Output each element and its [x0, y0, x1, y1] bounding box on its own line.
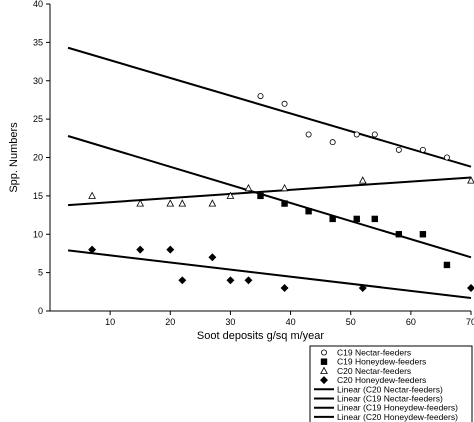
y-tick-label: 10 [33, 229, 43, 239]
data-points [88, 93, 474, 292]
point-c20-nectar-feeders [88, 191, 96, 199]
x-tick-label: 40 [286, 317, 296, 327]
y-tick-label: 40 [33, 0, 43, 9]
point-c19-nectar-feeders [395, 146, 402, 153]
legend-marker-swatch [320, 366, 328, 374]
y-tick-label: 30 [33, 76, 43, 86]
point-c19-nectar-feeders [257, 93, 264, 100]
legend-label: Linear (C19 Honeydew-feeders) [337, 403, 458, 413]
trendline-linear-c19-honeydew-feeders [67, 135, 472, 259]
point-c20-honeydew-feeders [467, 284, 474, 292]
legend-item-linear-c19-nectar-feeders: Linear (C19 Nectar-feeders) [314, 394, 443, 404]
x-tick-label: 50 [346, 317, 356, 327]
point-c20-nectar-feeders [136, 199, 145, 207]
legend-item-c20-honeydew-feeders: C20 Honeydew-feeders [320, 375, 426, 385]
point-c19-honeydew-feeders [419, 231, 427, 238]
point-c19-nectar-feeders [329, 139, 336, 146]
legend-item-c19-honeydew-feeders: C19 Honeydew-feeders [320, 357, 426, 367]
legend-label: C19 Nectar-feeders [337, 348, 411, 358]
x-tick-label: 70 [466, 317, 474, 327]
trendline-linear-c19-nectar-feeders [67, 46, 472, 168]
point-c20-honeydew-feeders [166, 245, 175, 254]
plot-area: 0 5 10 15 20 25 30 35 40 10 20 30 40 50 60 70 [33, 0, 474, 327]
legend-marker-swatch [320, 349, 327, 356]
x-tick-label: 30 [225, 317, 235, 327]
point-c19-nectar-feeders [353, 131, 360, 138]
point-c19-nectar-feeders [419, 146, 426, 153]
point-c20-nectar-feeders [280, 183, 289, 192]
point-c19-nectar-feeders [443, 154, 450, 161]
legend-marker-swatch [320, 358, 328, 365]
legend-label: Linear (C19 Nectar-feeders) [337, 394, 443, 404]
point-c20-nectar-feeders [178, 199, 187, 207]
point-c19-honeydew-feeders [371, 215, 378, 223]
y-tick-label: 35 [33, 37, 43, 47]
legend-marker-swatch [320, 376, 328, 385]
point-c20-honeydew-feeders [280, 284, 289, 292]
x-tick-label: 20 [165, 317, 175, 327]
point-c20-nectar-feeders [467, 176, 474, 184]
point-c19-honeydew-feeders [257, 192, 264, 200]
x-axis-title: Soot deposits g/sq m/year [197, 330, 325, 342]
y-tick-label: 20 [33, 153, 43, 163]
x-axis-ticks: 10 20 30 40 50 60 70 [105, 311, 474, 327]
point-c20-nectar-feeders [358, 176, 367, 184]
legend-label: Linear (C20 Honeydew-feeders) [337, 412, 458, 422]
x-tick-label: 60 [406, 317, 416, 327]
y-axis-ticks: 0 5 10 15 20 25 30 35 40 [33, 0, 50, 316]
trendline-linear-c20-nectar-feeders [67, 176, 472, 207]
point-c19-honeydew-feeders [395, 231, 403, 238]
legend-item-linear-c19-honeydew-feeders: Linear (C19 Honeydew-feeders) [314, 403, 458, 413]
y-axis-title: Spp. Numbers [8, 122, 20, 193]
point-c20-nectar-feeders [208, 199, 217, 207]
legend-item-linear-c20-nectar-feeders: Linear (C20 Nectar-feeders) [314, 384, 443, 394]
point-c19-honeydew-feeders [281, 200, 288, 207]
point-c20-nectar-feeders [226, 191, 235, 199]
point-c19-honeydew-feeders [329, 215, 336, 223]
y-tick-label: 5 [38, 268, 43, 278]
y-tick-label: 0 [38, 306, 43, 316]
x-tick-label: 10 [105, 317, 115, 327]
legend-label: C20 Honeydew-feeders [337, 375, 426, 385]
trendlines [67, 46, 472, 299]
legend-label: Linear (C20 Nectar-feeders) [337, 384, 443, 394]
legend-item-linear-c20-honeydew-feeders: Linear (C20 Honeydew-feeders) [314, 412, 458, 422]
point-c20-honeydew-feeders [226, 276, 235, 285]
point-c20-honeydew-feeders [244, 276, 253, 285]
point-c20-nectar-feeders [166, 199, 175, 207]
point-c19-honeydew-feeders [353, 215, 360, 223]
y-tick-label: 25 [33, 114, 43, 124]
point-c19-nectar-feeders [305, 131, 312, 138]
point-c19-honeydew-feeders [305, 208, 312, 215]
point-c19-honeydew-feeders [443, 261, 451, 269]
point-c19-nectar-feeders [281, 100, 288, 107]
point-c20-honeydew-feeders [178, 276, 187, 285]
point-c20-nectar-feeders [244, 183, 253, 192]
trendline-linear-c20-honeydew-feeders [67, 249, 472, 299]
point-c20-honeydew-feeders [208, 253, 217, 262]
y-tick-label: 15 [33, 191, 43, 201]
legend-label: C20 Nectar-feeders [337, 366, 411, 376]
point-c19-nectar-feeders [371, 131, 378, 138]
legend-label: C19 Honeydew-feeders [337, 357, 426, 367]
legend-box [309, 345, 473, 422]
point-c20-honeydew-feeders [88, 245, 97, 254]
point-c20-honeydew-feeders [136, 245, 145, 254]
legend-item-c19-nectar-feeders: C19 Nectar-feeders [320, 348, 411, 358]
legend-item-c20-nectar-feeders: C20 Nectar-feeders [320, 366, 411, 376]
point-c20-honeydew-feeders [358, 284, 367, 292]
